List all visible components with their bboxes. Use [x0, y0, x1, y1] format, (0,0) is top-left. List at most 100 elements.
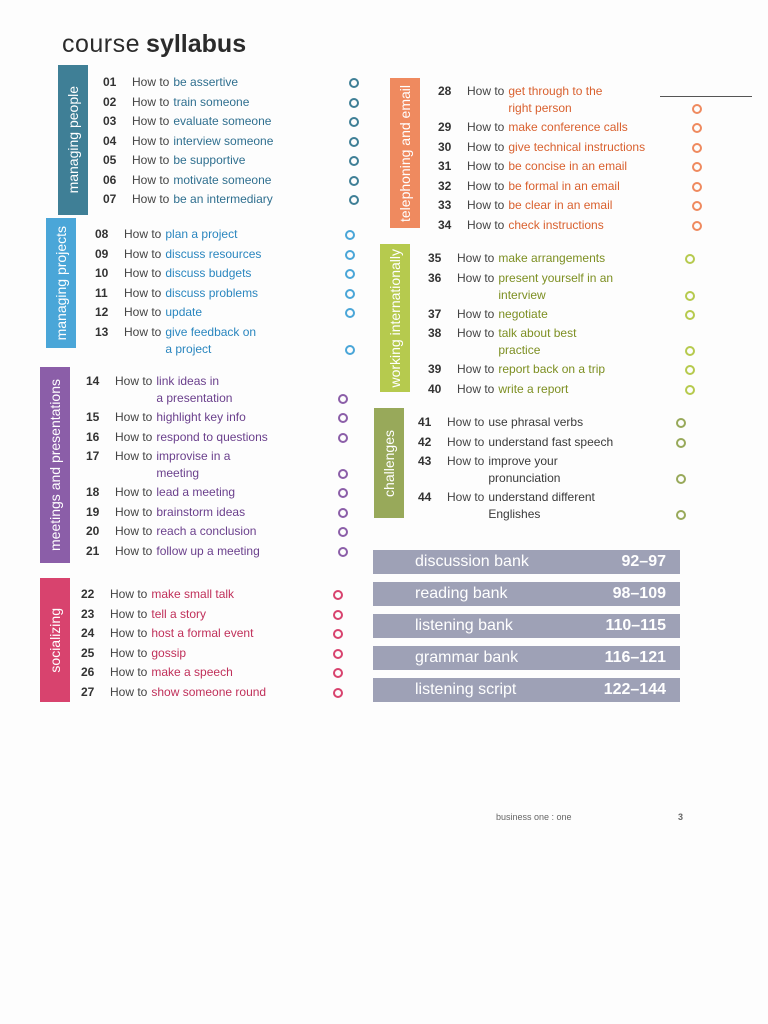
- syllabus-item: 07 How to be an intermediary: [103, 191, 273, 208]
- checkbox-ring: [685, 290, 695, 301]
- checkbox-ring: [333, 687, 343, 698]
- item-number: 42: [418, 434, 432, 449]
- item-number: 30: [438, 139, 452, 154]
- checkbox-ring: [345, 269, 355, 279]
- item-number: 31: [438, 159, 452, 173]
- syllabus-item: 22 How to make small talk: [81, 586, 234, 603]
- item-prefix: How to: [124, 305, 162, 319]
- checkbox-ring: [333, 648, 343, 659]
- item-number: 10: [95, 266, 109, 280]
- checkbox-ring: [685, 254, 695, 264]
- syllabus-item: 21 How to follow up a meeting: [86, 543, 260, 560]
- item-topic: be concise in an email: [508, 158, 627, 175]
- footer-page: 3: [678, 812, 684, 822]
- topic-line: meeting: [156, 466, 200, 480]
- footer-book: business one : one: [496, 812, 572, 822]
- syllabus-item: 42 How to understand fast speech: [418, 434, 613, 451]
- syllabus-item: 24 How to host a formal event: [81, 625, 253, 642]
- topic-line: interview: [498, 287, 546, 302]
- item-topic: tell a story: [151, 606, 206, 623]
- topic-line: follow up a meeting: [156, 543, 260, 558]
- topic-line: make small talk: [151, 587, 235, 601]
- item-prefix: How to: [467, 159, 505, 173]
- item-prefix: How to: [467, 120, 505, 134]
- checkbox-ring: [685, 346, 695, 356]
- topic-line: understand fast speech: [488, 434, 614, 449]
- item-topic: improvise in a meeting: [156, 448, 230, 482]
- syllabus-item: 32 How to be formal in an email: [438, 178, 620, 195]
- section-label: working internationally: [387, 248, 403, 388]
- checkbox-ring: [338, 507, 348, 518]
- item-prefix: How to: [457, 270, 495, 285]
- item-number: 32: [438, 178, 452, 193]
- item-prefix: How to: [447, 415, 485, 429]
- bank-box: listening bank 110–115: [373, 614, 680, 638]
- item-topic: discuss resources: [165, 246, 261, 263]
- item-number: 06: [103, 172, 117, 187]
- checkbox-ring: [685, 365, 695, 375]
- syllabus-item: 34 How to check instructions: [438, 217, 604, 234]
- item-number: 05: [103, 153, 117, 167]
- syllabus-item: 17 How to improvise in a meeting: [86, 448, 230, 482]
- item-number: 04: [103, 133, 117, 148]
- item-prefix: How to: [467, 198, 505, 212]
- item-prefix: How to: [132, 172, 170, 187]
- syllabus-item: 35 How to make arrangements: [428, 250, 605, 267]
- section-label: managing people: [65, 86, 81, 194]
- checkbox-ring: [338, 488, 348, 498]
- topic-line: give feedback on: [165, 324, 257, 339]
- syllabus-item: 37 How to negotiate: [428, 306, 548, 323]
- item-number: 19: [86, 504, 100, 519]
- topic-line: a project: [165, 341, 212, 356]
- bank-pages: 98–109: [612, 585, 666, 602]
- syllabus-item: 44 How to understand different Englishes: [418, 489, 595, 523]
- item-prefix: How to: [110, 665, 148, 679]
- item-topic: respond to questions: [156, 429, 267, 446]
- topic-line: use phrasal verbs: [488, 415, 584, 429]
- item-topic: brainstorm ideas: [156, 504, 245, 521]
- bank-pages: 122–144: [603, 681, 666, 698]
- item-prefix: How to: [110, 645, 148, 660]
- syllabus-item: 40 How to write a report: [428, 381, 568, 398]
- item-number: 27: [81, 684, 95, 699]
- checkbox-ring: [345, 230, 355, 240]
- item-number: 41: [418, 415, 432, 429]
- item-topic: make arrangements: [498, 250, 605, 267]
- item-prefix: How to: [132, 114, 170, 128]
- item-number: 39: [428, 362, 442, 376]
- topic-line: be concise in an email: [508, 159, 628, 173]
- checkbox-ring: [349, 78, 359, 88]
- item-topic: discuss problems: [165, 285, 258, 302]
- checkbox-ring: [692, 123, 702, 133]
- title: course syllabus: [62, 30, 246, 59]
- syllabus-item: 08 How to plan a project: [95, 226, 237, 243]
- item-prefix: How to: [457, 362, 495, 376]
- item-number: 25: [81, 645, 95, 660]
- section-tab: challenges: [374, 408, 404, 518]
- bank-box: listening script 122–144: [373, 678, 680, 702]
- item-prefix: How to: [115, 429, 153, 444]
- item-topic: check instructions: [508, 217, 603, 234]
- item-number: 38: [428, 326, 442, 340]
- topic-line: be clear in an email: [508, 198, 613, 212]
- item-prefix: How to: [124, 266, 162, 280]
- item-topic: be formal in an email: [508, 178, 619, 195]
- syllabus-item: 09 How to discuss resources: [95, 246, 261, 263]
- item-topic: make small talk: [151, 586, 234, 603]
- topic-line: plan a project: [165, 227, 238, 241]
- item-topic: train someone: [173, 94, 249, 111]
- title-light: course: [62, 30, 141, 58]
- topic-line: tell a story: [151, 606, 207, 621]
- item-prefix: How to: [447, 434, 485, 449]
- syllabus-item: 30 How to give technical instructions: [438, 139, 645, 156]
- item-topic: be assertive: [173, 74, 238, 91]
- syllabus-item: 23 How to tell a story: [81, 606, 206, 623]
- syllabus-item: 36 How to present yourself in an interview: [428, 270, 613, 304]
- section-label: challenges: [381, 429, 397, 497]
- item-number: 16: [86, 429, 100, 444]
- item-prefix: How to: [124, 285, 162, 300]
- item-topic: report back on a trip: [498, 361, 605, 378]
- topic-line: improve your: [488, 454, 558, 468]
- bank-box: grammar bank 116–121: [373, 646, 680, 670]
